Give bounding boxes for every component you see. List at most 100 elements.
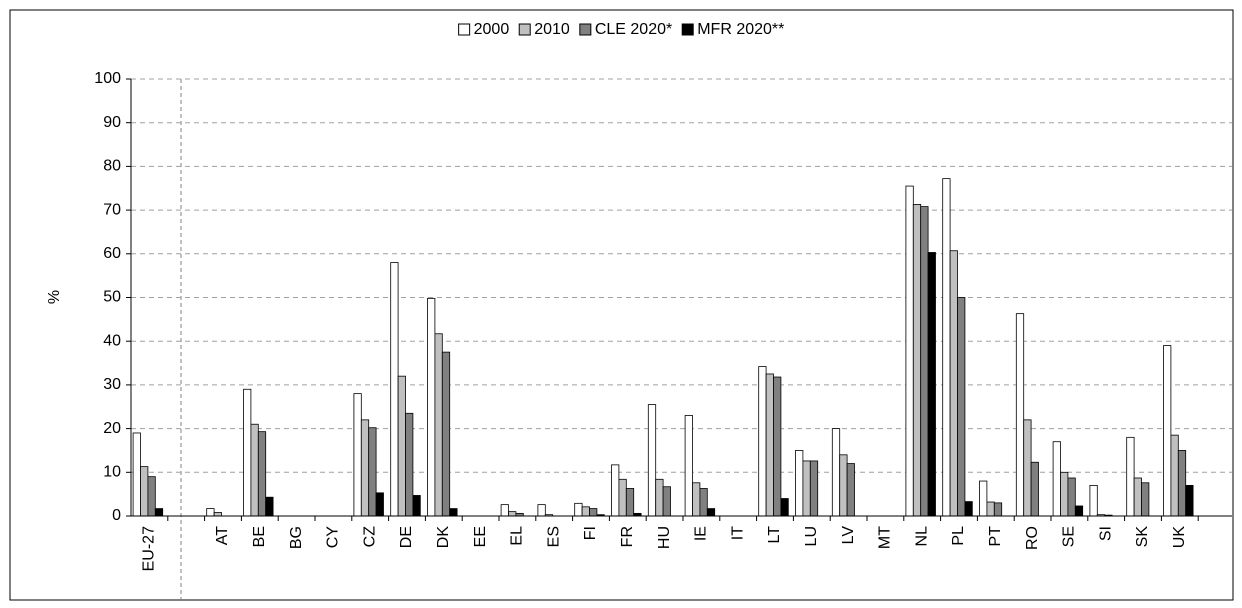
bar xyxy=(508,511,517,517)
bar xyxy=(243,388,252,517)
y-tick-label: 60 xyxy=(103,245,121,262)
bar xyxy=(132,432,141,517)
x-tick-label: LV xyxy=(840,526,857,545)
x-tick-label: PT xyxy=(987,526,1004,547)
bar xyxy=(831,428,841,517)
legend-label: 2000 xyxy=(474,21,510,38)
x-tick-label: LU xyxy=(803,526,820,546)
bar xyxy=(809,460,819,517)
bar xyxy=(147,476,156,517)
bar xyxy=(140,466,149,517)
x-tick-label: FI xyxy=(582,526,599,540)
legend: 2000 2010 CLE 2020* MFR 2020** xyxy=(458,21,784,38)
bar xyxy=(986,501,995,517)
bar xyxy=(957,297,966,517)
bar xyxy=(802,460,811,517)
bar xyxy=(368,427,377,517)
bar xyxy=(1089,485,1098,517)
x-tick-label: DE xyxy=(398,526,415,548)
y-tick-label: 70 xyxy=(103,201,121,218)
bar xyxy=(920,206,929,517)
bar xyxy=(905,185,914,517)
x-tick-label: AT xyxy=(214,526,231,545)
bar xyxy=(662,486,671,517)
bar xyxy=(1170,434,1179,517)
bar xyxy=(154,508,164,517)
y-tick-label: 90 xyxy=(103,114,121,131)
bar xyxy=(949,250,958,517)
bar xyxy=(758,366,767,517)
bar xyxy=(574,502,583,517)
bar xyxy=(257,431,267,517)
x-tick-label: MT xyxy=(877,526,894,549)
x-tick-label: NL xyxy=(913,526,930,547)
bar xyxy=(500,504,509,517)
bar xyxy=(427,297,436,517)
bar xyxy=(765,373,774,517)
bar xyxy=(839,454,848,517)
bar xyxy=(1060,471,1069,517)
bar xyxy=(699,488,708,517)
bar xyxy=(1126,436,1135,517)
legend-swatch xyxy=(458,23,471,36)
x-tick-label: RO xyxy=(1024,526,1041,550)
bar xyxy=(353,393,362,517)
bar xyxy=(611,464,620,517)
x-tick-label: BG xyxy=(288,526,305,549)
y-tick-label: 30 xyxy=(103,376,121,393)
bar xyxy=(1141,482,1150,517)
legend-swatch xyxy=(579,23,592,36)
bar xyxy=(206,508,215,517)
legend-swatch xyxy=(518,23,531,36)
x-tick-label: SE xyxy=(1061,526,1078,547)
bar xyxy=(625,488,635,517)
x-tick-label: EE xyxy=(472,526,489,547)
y-tick-label: 40 xyxy=(103,332,121,349)
bar xyxy=(647,404,657,517)
bar xyxy=(441,351,451,517)
bar xyxy=(979,480,988,517)
x-tick-label: SK xyxy=(1134,526,1151,548)
bar xyxy=(412,495,421,517)
bar xyxy=(773,376,782,517)
bar xyxy=(655,478,664,517)
bar xyxy=(213,512,222,517)
x-tick-label: LT xyxy=(766,526,783,544)
y-tick-label: 0 xyxy=(112,507,121,524)
bar xyxy=(1133,477,1142,517)
bar xyxy=(390,262,399,517)
bar xyxy=(684,415,693,517)
x-tick-label: DK xyxy=(435,526,452,549)
bar xyxy=(1030,461,1039,517)
y-tick-label: 10 xyxy=(103,464,121,481)
x-tick-label: UK xyxy=(1171,526,1188,549)
bar xyxy=(964,501,973,517)
x-tick-label: PL xyxy=(950,526,967,546)
bar xyxy=(927,252,936,517)
bar xyxy=(942,178,951,517)
x-tick-label: ES xyxy=(545,526,562,547)
bar xyxy=(1177,450,1187,517)
bar xyxy=(581,506,590,517)
y-axis-label: % xyxy=(46,290,63,304)
x-tick-label: CZ xyxy=(361,526,378,548)
y-tick-label: 80 xyxy=(103,158,121,175)
bar xyxy=(405,412,414,517)
bar xyxy=(397,375,406,517)
x-tick-label: IE xyxy=(693,526,710,541)
legend-label: MFR 2020** xyxy=(697,21,784,38)
x-tick-label: IT xyxy=(729,526,746,540)
bar xyxy=(360,419,370,517)
bar xyxy=(1023,419,1032,517)
bar xyxy=(912,204,922,517)
legend-label: 2010 xyxy=(534,21,570,38)
bar xyxy=(250,423,259,517)
bar xyxy=(1163,345,1172,517)
bar xyxy=(1067,477,1076,517)
x-tick-label: HU xyxy=(656,526,673,549)
y-tick-label: 20 xyxy=(103,420,121,437)
bar xyxy=(375,492,384,517)
bar xyxy=(846,463,855,517)
x-tick-label: EU-27 xyxy=(141,526,158,571)
